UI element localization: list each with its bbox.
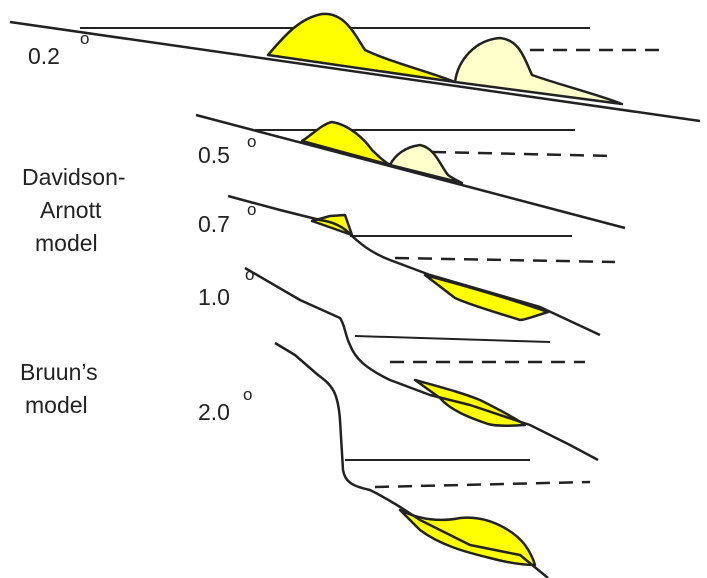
profile (196, 115, 625, 228)
model-label: model (35, 230, 98, 256)
sea-level (355, 336, 550, 342)
deposit (400, 510, 535, 565)
migrated-barrier (455, 38, 622, 104)
migrated-barrier (390, 145, 462, 183)
slope-label: 2.0 (198, 399, 230, 425)
diagram: 0.2 o 0.5 o 0.7 o 1.0 o 2.0 o Davidson- Arnott model… (0, 0, 707, 578)
slope-label: 0.7 (198, 211, 230, 237)
raised-sea-level (432, 152, 615, 156)
profile (245, 268, 598, 460)
degree-sign: o (243, 385, 252, 404)
raised-sea-level (395, 258, 615, 262)
deposit (425, 275, 548, 320)
raised-sea-level (375, 482, 590, 487)
slope-label: 0.5 (198, 142, 230, 168)
degree-sign: o (245, 265, 254, 284)
barrier (302, 122, 390, 165)
degree-sign: o (80, 29, 89, 48)
slope-label: 1.0 (198, 284, 230, 310)
labels: 0.2 o 0.5 o 0.7 o 1.0 o 2.0 o Davidson- Arnott model… (20, 29, 256, 425)
model-label: Arnott (40, 197, 102, 223)
barrier (312, 215, 352, 235)
model-label: Davidson- (22, 164, 126, 190)
degree-sign: o (247, 200, 256, 219)
degree-sign: o (247, 132, 256, 151)
model-label: model (25, 392, 88, 418)
slope-label: 0.2 (28, 43, 60, 69)
model-label: Bruun’s (20, 359, 98, 385)
